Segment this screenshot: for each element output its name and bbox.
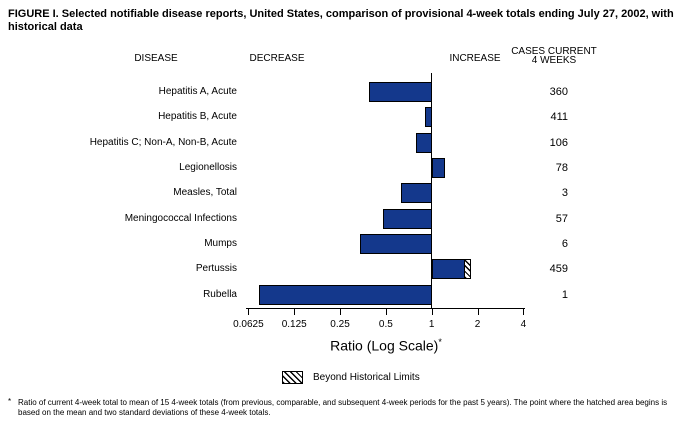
cases-header-line1: CASES CURRENT xyxy=(511,46,597,57)
column-header-disease: DISEASE xyxy=(134,53,178,64)
cases-current-4-weeks-value: 360 xyxy=(549,86,568,98)
ratio-bar xyxy=(431,158,445,179)
ratio-bar xyxy=(383,208,432,229)
x-axis-tick-mark xyxy=(385,308,387,315)
x-axis-tick-mark xyxy=(523,308,525,315)
x-axis-title-asterisk: * xyxy=(438,337,442,347)
cases-current-4-weeks-value: 57 xyxy=(555,212,568,225)
footnote: * Ratio of current 4-week total to mean … xyxy=(8,397,684,417)
x-axis-tick-mark xyxy=(294,308,296,315)
x-axis-tick-label: 0.125 xyxy=(281,319,307,330)
disease-label: Hepatitis A, Acute xyxy=(158,86,237,97)
footnote-text: Ratio of current 4-week total to mean of… xyxy=(18,398,668,417)
x-axis-tick-mark xyxy=(340,308,342,315)
ratio-bar xyxy=(360,234,432,255)
ratio-bar xyxy=(424,107,432,128)
ratio-1-baseline xyxy=(431,73,433,308)
x-axis-tick-mark xyxy=(431,308,433,315)
column-header-decrease: DECREASE xyxy=(249,53,305,64)
x-axis-tick-label: 1 xyxy=(428,319,435,330)
cases-current-4-weeks-value: 411 xyxy=(550,111,568,124)
x-axis-tick-mark xyxy=(477,308,479,315)
x-axis-tick-label: 0.0625 xyxy=(233,319,264,330)
x-axis-title: Ratio (Log Scale)* xyxy=(286,337,486,354)
cases-current-4-weeks-value: 6 xyxy=(561,238,568,251)
ratio-bar xyxy=(369,82,432,102)
cases-current-4-weeks-value: 106 xyxy=(549,136,568,149)
disease-label: Meningococcal Infections xyxy=(124,212,237,224)
disease-label: Mumps xyxy=(204,238,237,250)
x-axis-tick-label: 4 xyxy=(520,319,527,330)
cases-current-4-weeks-value: 78 xyxy=(555,162,568,175)
disease-label: Legionellosis xyxy=(179,162,237,174)
ratio-bar xyxy=(258,284,432,305)
column-header-cases-current-4-weeks: CASES CURRENT 4 WEEKS xyxy=(504,46,604,66)
figure-title: FIGURE I. Selected notifiable disease re… xyxy=(8,8,674,33)
ratio-bar xyxy=(431,259,471,280)
legend-label: Beyond Historical Limits xyxy=(313,372,420,383)
x-axis-title-text: Ratio (Log Scale) xyxy=(330,337,439,354)
cases-current-4-weeks-value: 1 xyxy=(561,288,568,301)
ratio-bar xyxy=(416,132,432,153)
footnote-asterisk: * xyxy=(8,397,12,406)
disease-label: Hepatitis B, Acute xyxy=(158,111,237,123)
column-header-increase: INCREASE xyxy=(449,53,501,64)
disease-label: Measles, Total xyxy=(173,187,237,199)
x-axis-tick-label: 2 xyxy=(474,319,481,330)
cases-current-4-weeks-value: 459 xyxy=(549,263,568,276)
x-axis-tick-label: 0.5 xyxy=(378,319,393,330)
cases-current-4-weeks-value: 3 xyxy=(561,187,568,200)
x-axis-tick-mark xyxy=(248,308,250,315)
x-axis-tick-label: 0.25 xyxy=(330,319,350,330)
cases-header-line2: 4 WEEKS xyxy=(531,55,577,66)
disease-label: Rubella xyxy=(203,288,237,300)
disease-label: Pertussis xyxy=(195,263,237,275)
ratio-bar xyxy=(401,183,432,204)
disease-label: Hepatitis C; Non-A, Non-B, Acute xyxy=(89,136,237,148)
beyond-historical-limits-hatch xyxy=(463,260,470,279)
hatched-swatch-icon xyxy=(282,371,303,384)
